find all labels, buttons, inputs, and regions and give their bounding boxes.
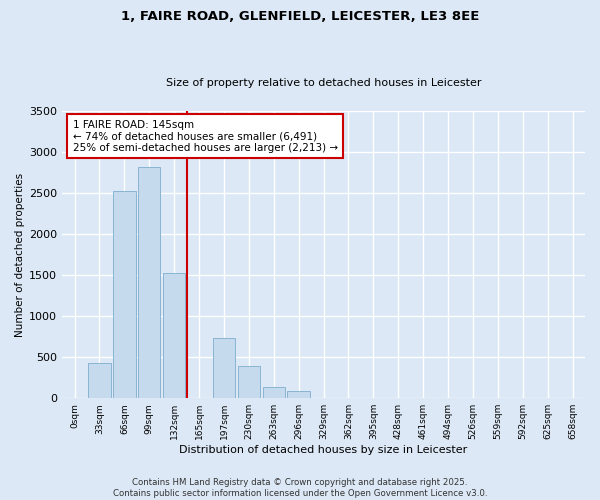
Bar — [238, 366, 260, 398]
Text: 1 FAIRE ROAD: 145sqm
← 74% of detached houses are smaller (6,491)
25% of semi-de: 1 FAIRE ROAD: 145sqm ← 74% of detached h… — [73, 120, 338, 153]
Title: Size of property relative to detached houses in Leicester: Size of property relative to detached ho… — [166, 78, 481, 88]
Bar — [263, 386, 285, 398]
Text: 1, FAIRE ROAD, GLENFIELD, LEICESTER, LE3 8EE: 1, FAIRE ROAD, GLENFIELD, LEICESTER, LE3… — [121, 10, 479, 23]
X-axis label: Distribution of detached houses by size in Leicester: Distribution of detached houses by size … — [179, 445, 468, 455]
Bar — [287, 391, 310, 398]
Bar — [113, 192, 136, 398]
Bar — [163, 274, 185, 398]
Y-axis label: Number of detached properties: Number of detached properties — [15, 172, 25, 336]
Bar — [138, 167, 160, 398]
Bar — [213, 338, 235, 398]
Bar — [88, 363, 111, 398]
Text: Contains HM Land Registry data © Crown copyright and database right 2025.
Contai: Contains HM Land Registry data © Crown c… — [113, 478, 487, 498]
